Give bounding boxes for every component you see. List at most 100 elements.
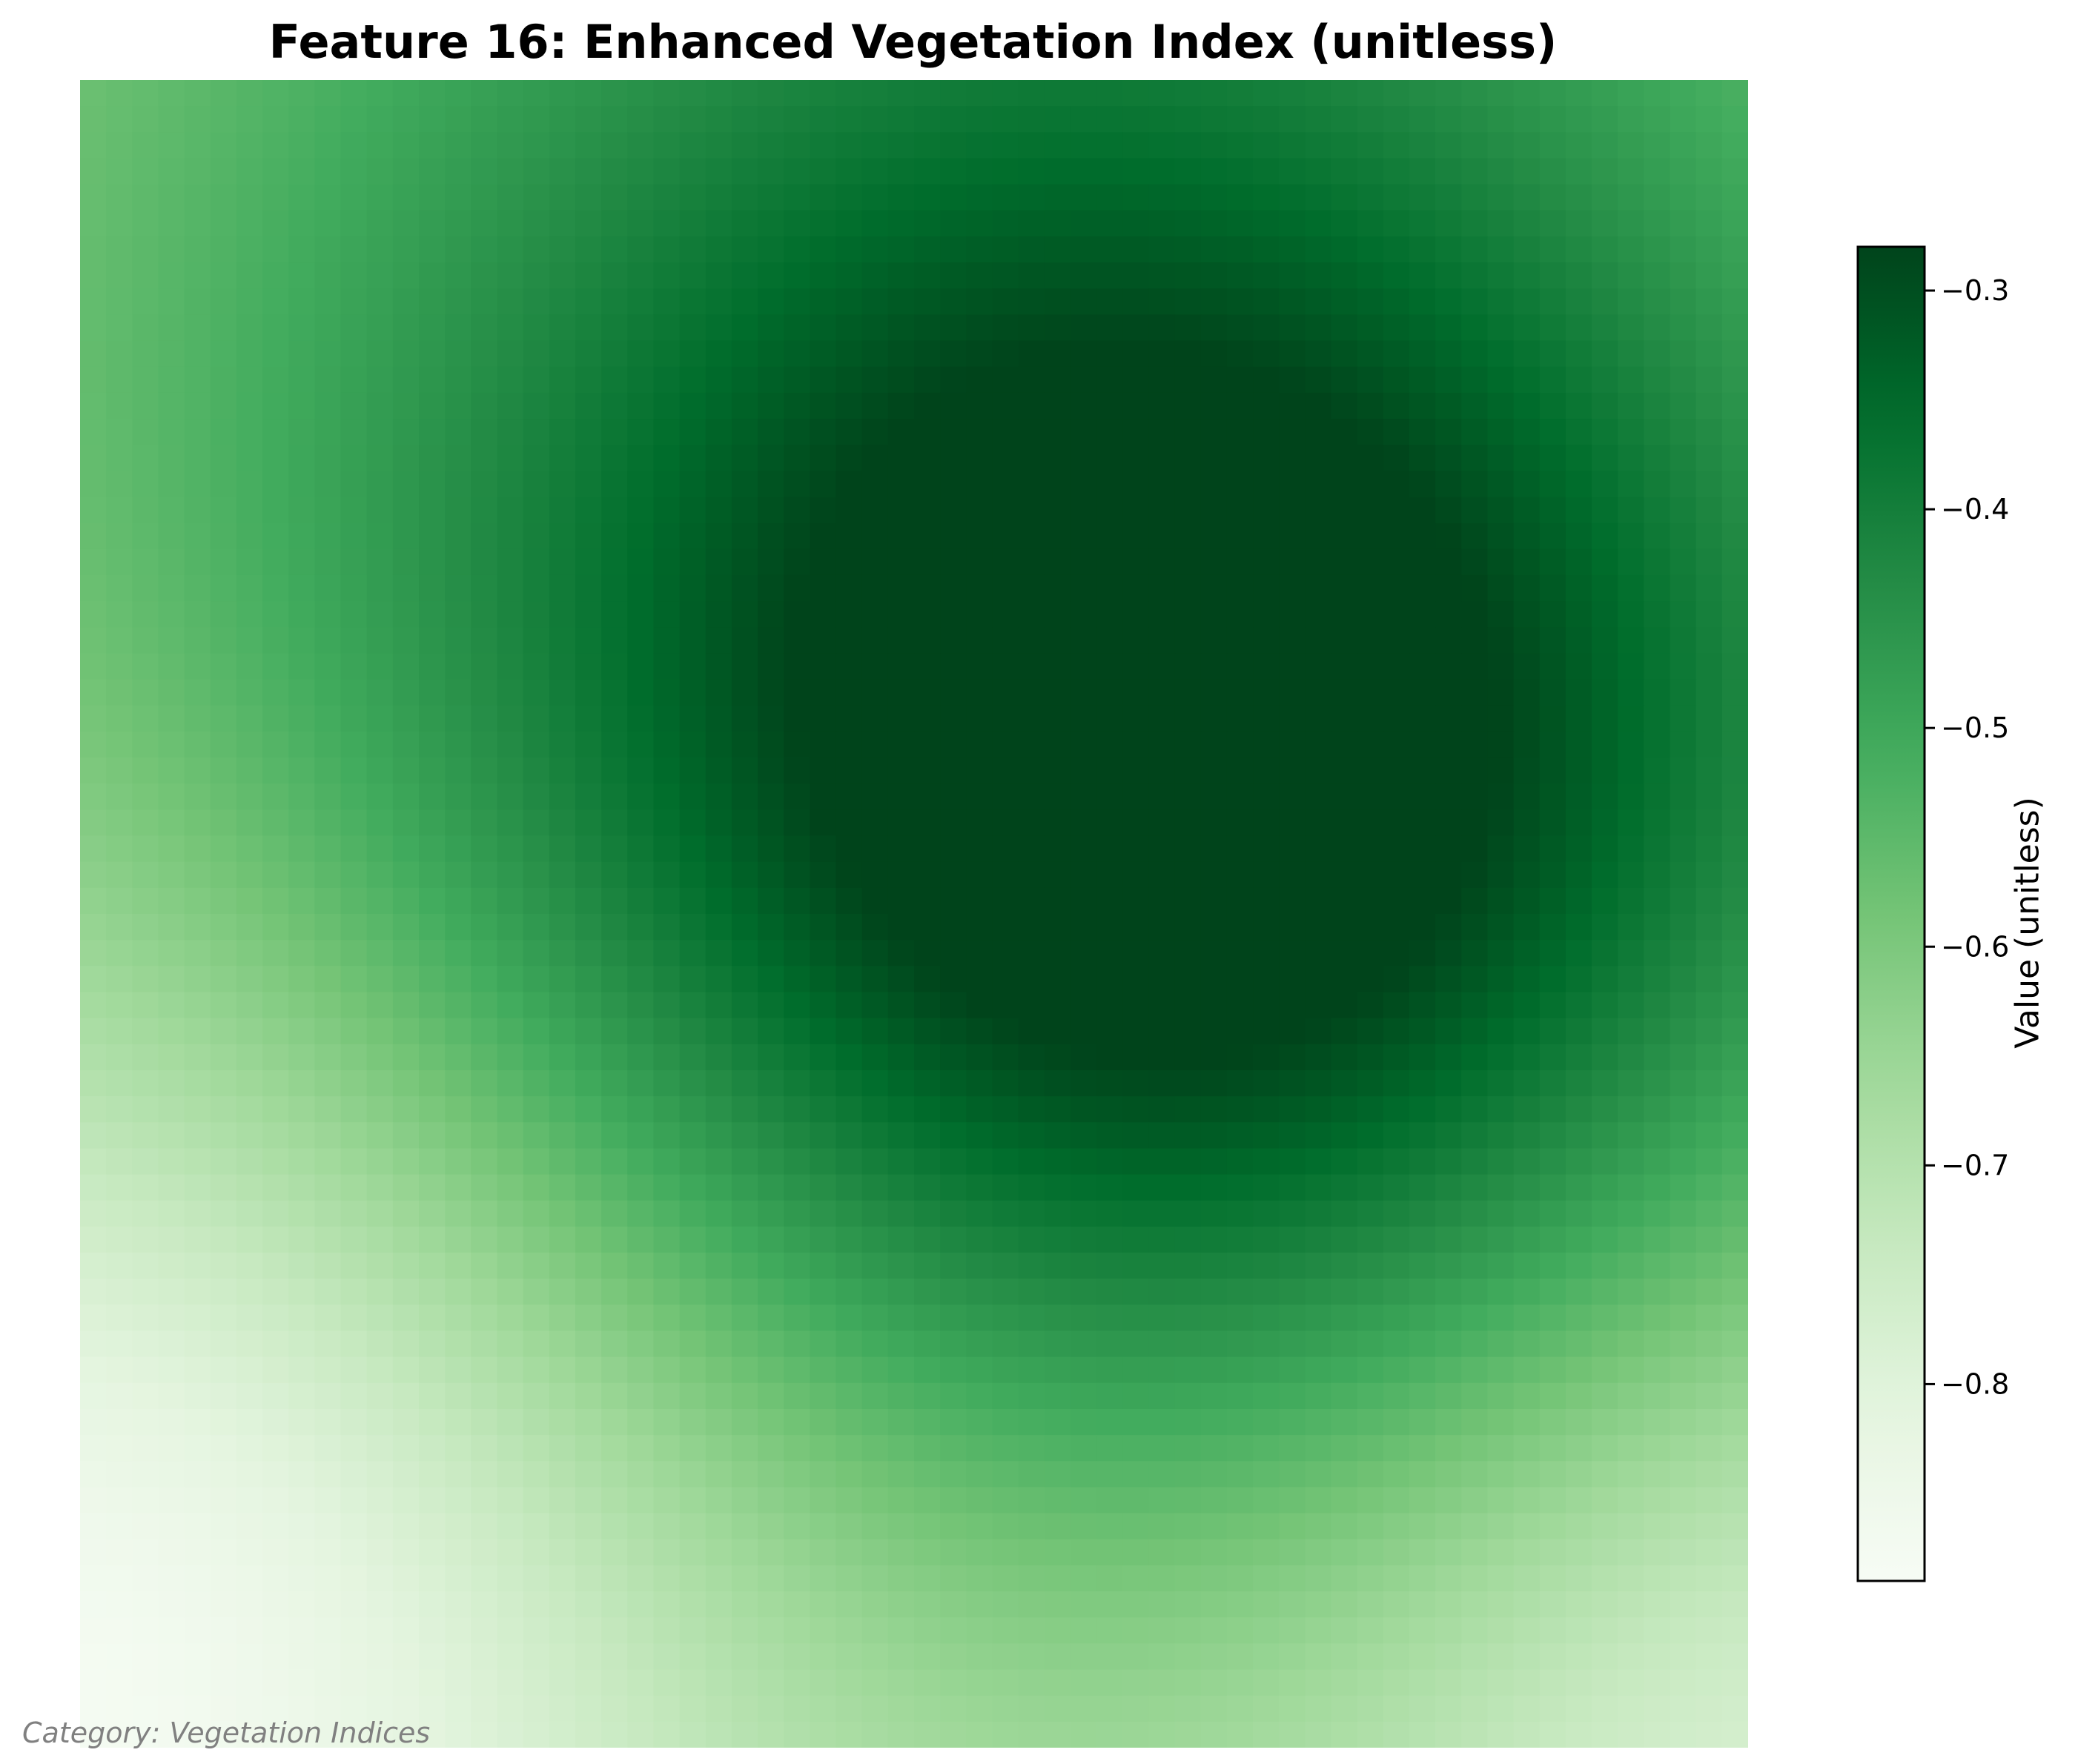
heatmap-cell bbox=[1618, 1070, 1644, 1097]
heatmap-cell bbox=[1565, 158, 1592, 185]
heatmap-cell bbox=[262, 679, 289, 706]
heatmap-cell bbox=[106, 523, 133, 550]
heatmap-cell bbox=[1461, 705, 1489, 732]
heatmap-cell bbox=[1070, 1408, 1097, 1436]
heatmap-cell bbox=[1174, 992, 1202, 1019]
heatmap-cell bbox=[810, 757, 837, 784]
heatmap-cell bbox=[132, 940, 159, 966]
heatmap-cell bbox=[992, 1513, 1019, 1540]
heatmap-cell bbox=[1565, 1408, 1592, 1436]
heatmap-cell bbox=[1383, 835, 1410, 863]
heatmap-cell bbox=[731, 574, 758, 602]
heatmap-cell bbox=[1383, 1487, 1410, 1514]
heatmap-cell bbox=[784, 861, 810, 889]
heatmap-cell bbox=[549, 523, 576, 550]
heatmap-cell bbox=[1174, 1122, 1202, 1150]
heatmap-cell bbox=[471, 914, 498, 941]
heatmap-cell bbox=[1618, 1330, 1644, 1358]
heatmap-cell bbox=[1487, 1461, 1515, 1488]
heatmap-cell bbox=[758, 236, 784, 263]
heatmap-cell bbox=[1357, 1122, 1384, 1150]
heatmap-cell bbox=[1305, 1070, 1332, 1097]
heatmap-cell bbox=[392, 80, 420, 107]
heatmap-cell bbox=[784, 1096, 810, 1123]
heatmap-cell bbox=[1435, 1200, 1462, 1227]
heatmap-cell bbox=[497, 1721, 524, 1748]
heatmap-cell bbox=[835, 1174, 863, 1201]
heatmap-cell bbox=[1409, 106, 1436, 133]
heatmap-cell bbox=[549, 1617, 576, 1644]
heatmap-cell bbox=[184, 783, 211, 810]
heatmap-cell bbox=[1044, 835, 1071, 863]
heatmap-cell bbox=[132, 548, 159, 576]
heatmap-cell bbox=[835, 1565, 863, 1592]
heatmap-cell bbox=[471, 132, 498, 159]
heatmap-cell bbox=[523, 992, 550, 1019]
heatmap-cell bbox=[731, 1461, 758, 1488]
heatmap-cell bbox=[758, 1018, 784, 1045]
heatmap-cell bbox=[1513, 497, 1541, 524]
heatmap-cell bbox=[1357, 1643, 1384, 1671]
heatmap-cell bbox=[861, 653, 889, 680]
heatmap-cell bbox=[575, 835, 602, 863]
heatmap-cell bbox=[1279, 340, 1306, 368]
heatmap-cell bbox=[392, 1070, 420, 1097]
heatmap-cell bbox=[1200, 835, 1228, 863]
heatmap-cell bbox=[1331, 1617, 1358, 1644]
heatmap-cell bbox=[158, 1695, 185, 1722]
heatmap-cell bbox=[705, 158, 732, 185]
heatmap-cell bbox=[340, 1148, 368, 1176]
heatmap-cell bbox=[1122, 1617, 1150, 1644]
heatmap-cell bbox=[1305, 184, 1332, 211]
heatmap-cell bbox=[445, 1304, 471, 1332]
heatmap-cell bbox=[1383, 497, 1410, 524]
heatmap-cell bbox=[705, 1096, 732, 1123]
heatmap-cell bbox=[1174, 445, 1202, 471]
heatmap-cell bbox=[992, 1018, 1019, 1045]
heatmap-cell bbox=[887, 1382, 915, 1410]
heatmap-cell bbox=[810, 1695, 837, 1722]
heatmap-cell bbox=[1200, 210, 1228, 237]
heatmap-cell bbox=[731, 1695, 758, 1722]
heatmap-cell bbox=[1096, 705, 1123, 732]
heatmap-cell bbox=[340, 757, 368, 784]
heatmap-cell bbox=[158, 1487, 185, 1514]
heatmap-cell bbox=[1721, 731, 1748, 758]
heatmap-cell bbox=[914, 914, 941, 941]
heatmap-cell bbox=[158, 1565, 185, 1592]
heatmap-cell bbox=[679, 731, 707, 758]
heatmap-cell bbox=[1409, 966, 1436, 993]
heatmap-cell bbox=[1331, 1356, 1358, 1384]
heatmap-cell bbox=[1357, 1279, 1384, 1305]
heatmap-cell bbox=[627, 887, 655, 915]
heatmap-cell bbox=[992, 1070, 1019, 1097]
heatmap-cell bbox=[1644, 1408, 1671, 1436]
heatmap-cell bbox=[314, 497, 342, 524]
heatmap-cell bbox=[1148, 1539, 1176, 1566]
heatmap-cell bbox=[1174, 835, 1202, 863]
heatmap-cell bbox=[1383, 314, 1410, 342]
heatmap-cell bbox=[288, 392, 316, 420]
heatmap-cell bbox=[835, 523, 863, 550]
heatmap-cell bbox=[992, 445, 1019, 471]
heatmap-cell bbox=[1200, 340, 1228, 368]
heatmap-cell bbox=[1226, 1695, 1254, 1722]
heatmap-cell bbox=[419, 966, 446, 993]
heatmap-cell bbox=[288, 184, 316, 211]
heatmap-cell bbox=[184, 1148, 211, 1176]
heatmap-cell bbox=[1618, 236, 1644, 263]
heatmap-cell bbox=[1721, 1174, 1748, 1201]
heatmap-cell bbox=[1070, 1174, 1097, 1201]
heatmap-cell bbox=[288, 1174, 316, 1201]
heatmap-cell bbox=[1487, 835, 1515, 863]
heatmap-cell bbox=[288, 705, 316, 732]
heatmap-cell bbox=[471, 1513, 498, 1540]
heatmap-cell bbox=[758, 1721, 784, 1748]
heatmap-cell bbox=[1096, 757, 1123, 784]
heatmap-cell bbox=[1409, 1226, 1436, 1253]
heatmap-cell bbox=[1357, 887, 1384, 915]
heatmap-cell bbox=[679, 1565, 707, 1592]
heatmap-cell bbox=[262, 1591, 289, 1618]
heatmap-cell bbox=[80, 1253, 107, 1279]
heatmap-cell bbox=[1279, 471, 1306, 498]
